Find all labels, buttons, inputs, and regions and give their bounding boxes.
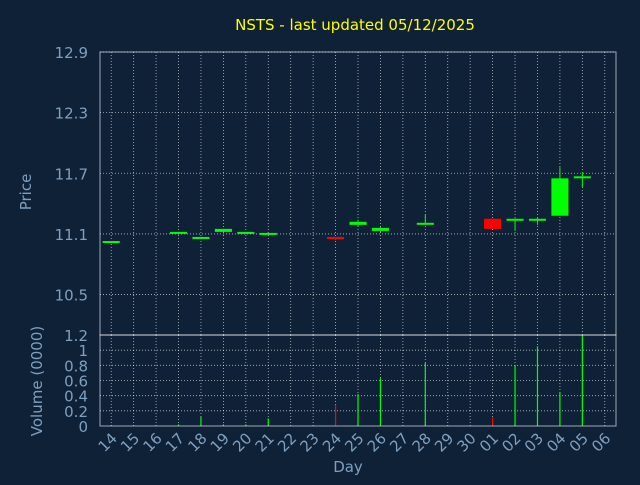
price-axis-label: Price [17,174,35,211]
price-tick-label: 12.9 [55,44,88,62]
price-tick-label: 11.7 [55,165,88,183]
volume-bar [245,424,247,426]
volume-bar [536,346,539,426]
volume-bar [514,365,516,426]
price-tick-label: 10.5 [55,287,88,305]
volume-bar [222,424,224,426]
volume-bar [581,335,583,426]
price-grid [100,51,616,335]
candle-body [102,241,120,244]
volume-tick-label: 0.4 [64,388,88,406]
volume-tick-labels: 1.210.80.60.40.20 [64,327,88,436]
volume-bar [357,394,359,426]
volume-tick-label: 0.8 [64,357,88,375]
volume-tick-label: 0 [78,418,88,436]
candle-body [169,231,188,234]
volume-tick-label: 1.2 [64,327,88,345]
candle-body [506,218,524,221]
volume-bar [334,404,337,426]
volume-tick-label: 0.2 [64,403,88,421]
price-tick-label: 11.1 [55,226,88,244]
candle-body [327,236,345,239]
volume-panel-frame [99,334,617,427]
candle-body [371,227,389,231]
day-tick-labels: 1415161718192021222324252627282930010203… [95,429,615,455]
candle-body [192,236,210,239]
candle-body [528,218,547,221]
volume-bar [200,416,202,426]
candle-body [416,222,434,225]
volume-bar [177,424,180,426]
day-tick-label: 06 [588,429,614,455]
volume-bar [379,378,382,426]
chart-title: NSTS - last updated 05/12/2025 [235,16,475,34]
volume-axis-label: Volume (0000) [28,326,46,436]
candle-body [573,176,591,179]
volume-bar [267,418,269,426]
candle-body [349,221,367,225]
candle-body [214,228,232,232]
volume-bar [559,391,561,426]
candle-body [484,218,502,229]
candle-body [259,232,277,235]
volume-bar [424,363,426,426]
candle-body [237,231,255,234]
candlestick-series [102,167,591,244]
volume-tick-label: 1 [78,342,88,360]
x-axis-label: Day [333,458,363,476]
price-tick-labels: 12.9 12.3 11.7 11.1 10.5 [55,44,88,305]
price-tick-label: 12.3 [55,105,88,123]
volume-tick-label: 0.6 [64,373,88,391]
candle-body [551,178,569,216]
volume-bar [492,417,494,426]
volume-series [110,335,583,426]
